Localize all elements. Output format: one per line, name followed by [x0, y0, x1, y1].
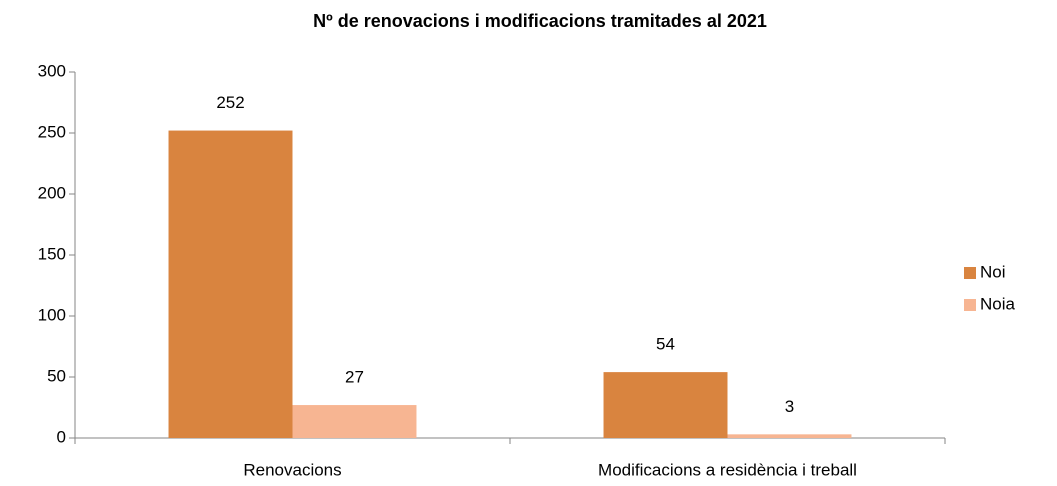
- chart-title: Nº de renovacions i modificacions tramit…: [313, 11, 767, 31]
- y-tick-label: 250: [38, 122, 66, 141]
- data-label: 3: [785, 397, 794, 416]
- data-label: 27: [345, 368, 364, 387]
- y-tick-label: 100: [38, 305, 66, 324]
- y-tick-label: 50: [47, 366, 66, 385]
- bar: [292, 405, 417, 438]
- bar: [727, 434, 852, 438]
- data-label: 252: [216, 93, 244, 112]
- bar: [168, 130, 293, 438]
- legend-label: Noi: [980, 262, 1006, 281]
- y-tick-label: 150: [38, 244, 66, 263]
- data-label: 54: [656, 335, 675, 354]
- y-tick-label: 0: [57, 427, 66, 446]
- legend-label: Noia: [980, 294, 1016, 313]
- legend-swatch: [964, 299, 976, 311]
- legend-swatch: [964, 267, 976, 279]
- x-tick-label: Modificacions a residència i treball: [598, 460, 857, 479]
- bar: [603, 372, 728, 438]
- y-tick-label: 300: [38, 61, 66, 80]
- y-tick-label: 200: [38, 183, 66, 202]
- x-tick-label: Renovacions: [243, 460, 341, 479]
